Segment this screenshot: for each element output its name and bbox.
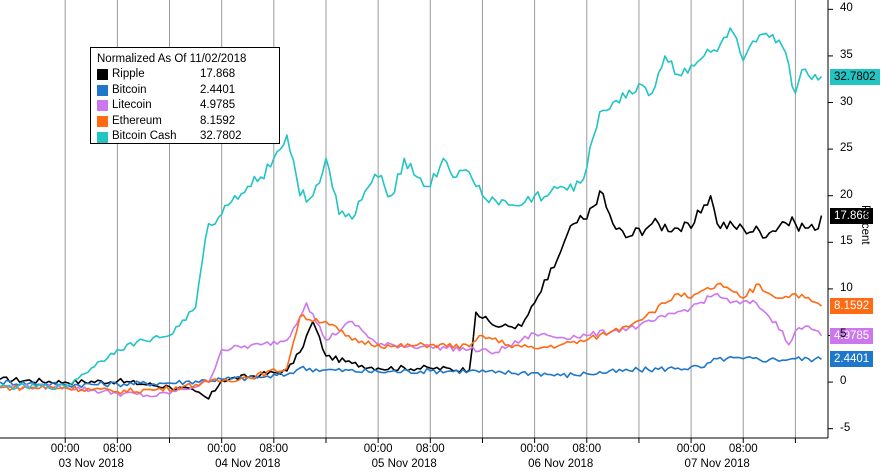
x-tick-label: 00:00 bbox=[207, 443, 237, 455]
y-axis-label: Percent bbox=[859, 205, 871, 245]
x-date-label: 05 Nov 2018 bbox=[371, 458, 437, 470]
legend-series-value: 17.868 bbox=[200, 68, 236, 80]
legend-item: Litecoin 4.9785 bbox=[97, 98, 273, 114]
y-tick-label: 25 bbox=[840, 142, 853, 155]
x-date-label: 07 Nov 2018 bbox=[684, 458, 750, 470]
legend-title: Normalized As Of 11/02/2018 bbox=[97, 53, 247, 65]
legend-series-name: Bitcoin Cash bbox=[112, 130, 177, 143]
x-date-label: 04 Nov 2018 bbox=[215, 458, 281, 470]
x-tick-label: 08:00 bbox=[102, 443, 132, 455]
y-tick-label: 5 bbox=[840, 328, 847, 341]
legend-swatch bbox=[97, 69, 108, 81]
series-line-ethereum bbox=[0, 282, 822, 395]
legend-swatch bbox=[97, 84, 108, 96]
legend-series-value: 4.9785 bbox=[200, 99, 236, 112]
legend-series-name: Bitcoin bbox=[112, 83, 147, 96]
y-tick-label: 30 bbox=[840, 95, 853, 108]
x-date-label: 06 Nov 2018 bbox=[528, 458, 594, 470]
x-tick-label: 00:00 bbox=[520, 443, 549, 455]
x-tick-label: 08:00 bbox=[728, 443, 758, 455]
end-value-label: 2.4401 bbox=[830, 351, 874, 368]
end-value-label: 17.868 bbox=[830, 207, 874, 224]
x-tick-label: 08:00 bbox=[259, 443, 289, 455]
y-tick-label: -5 bbox=[840, 421, 851, 434]
y-tick-label: 40 bbox=[840, 2, 853, 15]
legend-item: Ethereum 8.1592 bbox=[97, 114, 273, 130]
y-tick-label: 20 bbox=[840, 188, 853, 201]
legend-item: Bitcoin Cash 32.7802 bbox=[97, 129, 273, 145]
end-value-label: 4.9785 bbox=[830, 327, 874, 344]
legend-series-name: Ethereum bbox=[112, 114, 162, 127]
legend-series-value: 8.1592 bbox=[200, 114, 236, 127]
legend-series-value: 2.4401 bbox=[200, 83, 236, 96]
series-line-bitcoin bbox=[0, 355, 822, 389]
y-tick-label: 15 bbox=[840, 235, 853, 248]
x-tick-label: 08:00 bbox=[572, 443, 602, 455]
y-tick-label: 35 bbox=[840, 48, 853, 61]
legend-swatch bbox=[97, 116, 108, 128]
series-line-ripple bbox=[0, 190, 823, 400]
legend-swatch bbox=[97, 131, 108, 143]
y-tick-label: 0 bbox=[840, 375, 847, 388]
x-tick-label: 00:00 bbox=[676, 443, 706, 455]
x-tick-label: 00:00 bbox=[50, 443, 80, 455]
legend-series-name: Ripple bbox=[112, 68, 145, 80]
series-line-bitcoin-cash bbox=[0, 27, 823, 391]
x-date-label: 03 Nov 2018 bbox=[58, 458, 124, 470]
legend: Normalized As Of 11/02/2018 Ripple 17.868… bbox=[90, 47, 280, 144]
legend-item: Bitcoin 2.4401 bbox=[97, 83, 273, 99]
y-tick-label: 10 bbox=[840, 281, 853, 294]
x-tick-label: 00:00 bbox=[363, 443, 393, 455]
x-tick-label: 08:00 bbox=[415, 443, 445, 455]
end-value-label: 32.7802 bbox=[830, 68, 880, 85]
legend-item: Ripple 17.868 bbox=[97, 67, 273, 83]
legend-series-value: 32.7802 bbox=[200, 130, 242, 143]
legend-swatch bbox=[97, 100, 108, 112]
legend-series-name: Litecoin bbox=[112, 99, 152, 112]
end-value-label: 8.1592 bbox=[830, 298, 874, 315]
